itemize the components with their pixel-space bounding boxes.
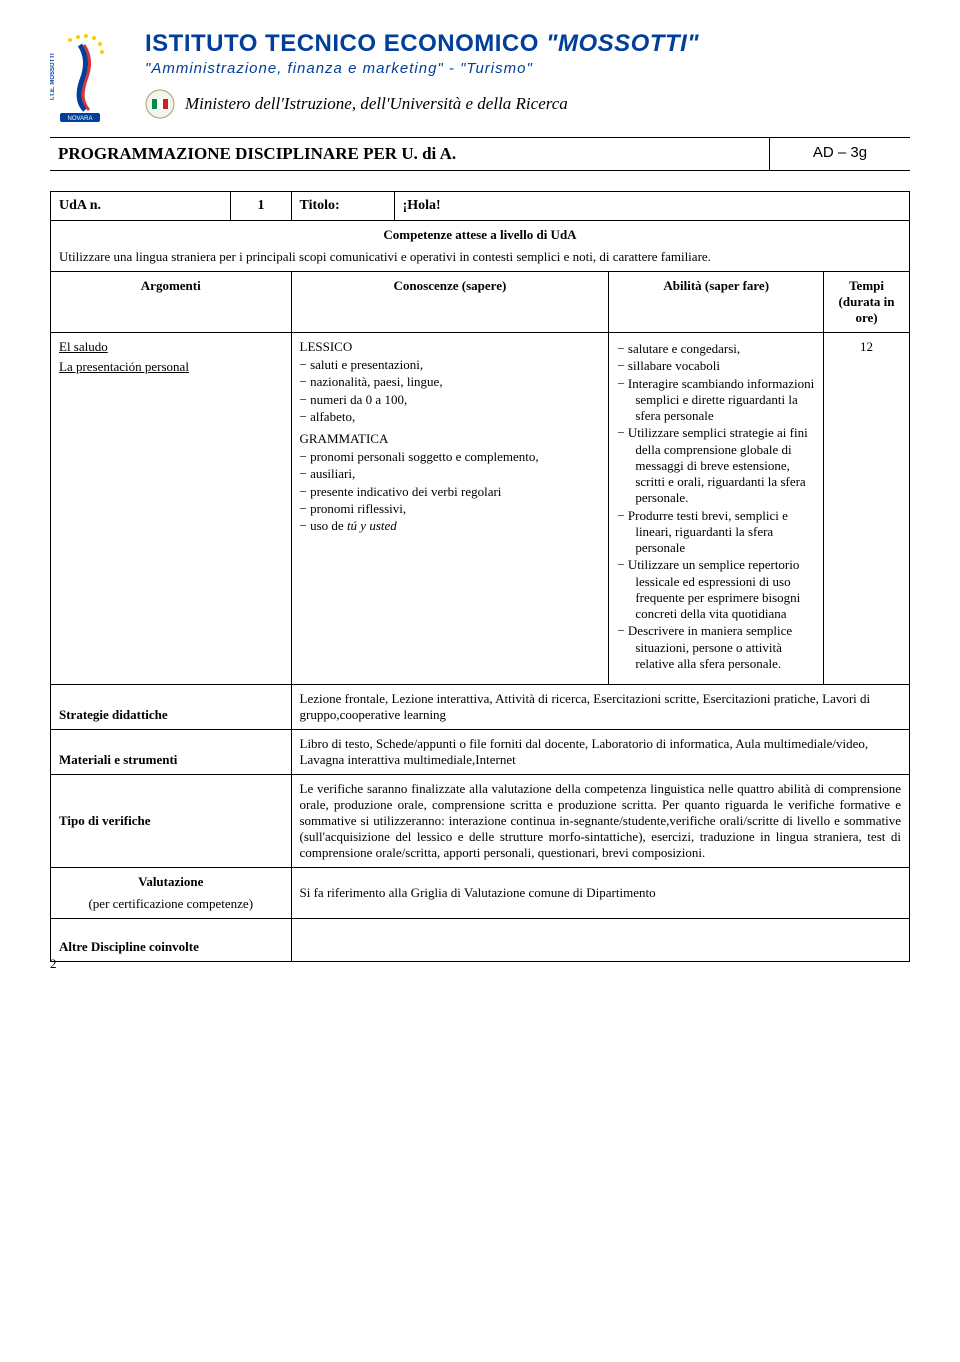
abilita-cell: salutare e congedarsi, sillabare vocabol…	[609, 333, 824, 685]
list-item: pronomi personali soggetto e complemento…	[318, 449, 601, 465]
list-item: Produrre testi brevi, semplici e lineari…	[635, 508, 815, 557]
list-item: salutare e congedarsi,	[635, 341, 815, 357]
program-title-row: PROGRAMMAZIONE DISCIPLINARE PER U. di A.…	[50, 137, 910, 171]
materiali-label: Materiali e strumenti	[51, 730, 292, 775]
list-item: Interagire scambiando informazioni sempl…	[635, 376, 815, 425]
col-tempi: Tempi (durata in ore)	[824, 272, 910, 333]
argomento-1: El saludo	[59, 339, 283, 355]
list-item: ausiliari,	[318, 466, 601, 482]
valutazione-text: Si fa riferimento alla Griglia di Valuta…	[291, 868, 910, 919]
program-code: AD – 3g	[770, 138, 910, 170]
svg-text:NOVARA: NOVARA	[68, 116, 93, 122]
materiali-text: Libro di testo, Schede/appunti o file fo…	[291, 730, 910, 775]
list-item: presente indicativo dei verbi regolari	[318, 484, 601, 500]
institution-name: ISTITUTO TECNICO ECONOMICO	[145, 30, 539, 57]
grammatica-list: pronomi personali soggetto e complemento…	[300, 449, 601, 534]
program-title: PROGRAMMAZIONE DISCIPLINARE PER U. di A.	[50, 138, 770, 170]
list-item: numeri da 0 a 100,	[318, 392, 601, 408]
emblem-icon	[145, 89, 175, 119]
page-number: 2	[50, 956, 57, 972]
abilita-list: salutare e congedarsi, sillabare vocabol…	[617, 341, 815, 672]
uda-n: 1	[231, 192, 291, 221]
uda-n-label: UdA n.	[51, 192, 231, 221]
competenze-text: Utilizzare una lingua straniera per i pr…	[59, 249, 901, 265]
institution-subtitle: "Amministrazione, finanza e marketing" -…	[145, 60, 910, 77]
list-item: Utilizzare semplici strategie ai fini de…	[635, 425, 815, 506]
ministero-line: Ministero dell'Istruzione, dell'Universi…	[185, 94, 568, 114]
verifiche-label: Tipo di verifiche	[51, 775, 292, 868]
uda-titolo: ¡Hola!	[394, 192, 909, 221]
col-abilita: Abilità (saper fare)	[609, 272, 824, 333]
competenze-header: Competenze attese a livello di UdA	[59, 227, 901, 243]
list-item: sillabare vocaboli	[635, 358, 815, 374]
institution-title: ISTITUTO TECNICO ECONOMICO "MOSSOTTI"	[145, 30, 910, 58]
valutazione-sub: (per certificazione competenze)	[59, 896, 283, 912]
col-argomenti: Argomenti	[51, 272, 292, 333]
list-item: pronomi riflessivi,	[318, 501, 601, 517]
svg-text:I.T.E. MOSSOTTI: I.T.E. MOSSOTTI	[50, 53, 56, 100]
list-item: saluti e presentazioni,	[318, 357, 601, 373]
valutazione-label: Valutazione	[59, 874, 283, 890]
altre-label: Altre Discipline coinvolte	[51, 919, 292, 962]
uda-titolo-label: Titolo:	[291, 192, 394, 221]
argomenti-cell: El saludo La presentación personal	[51, 333, 292, 685]
document-header: I.T.E. MOSSOTTI NOVARA ISTITUTO TECNICO …	[50, 30, 910, 129]
strategie-label: Strategie didattiche	[51, 685, 292, 730]
school-logo-icon: I.T.E. MOSSOTTI NOVARA	[50, 30, 110, 125]
list-item: uso de tú y usted	[318, 518, 601, 534]
lessico-label: LESSICO	[300, 339, 601, 355]
institution-suffix: "MOSSOTTI"	[546, 30, 699, 57]
list-item: Utilizzare un semplice repertorio lessic…	[635, 557, 815, 622]
grammatica-label: GRAMMATICA	[300, 431, 601, 447]
argomento-2: La presentación personal	[59, 359, 283, 375]
list-item: Descrivere in maniera semplice situazion…	[635, 623, 815, 672]
valutazione-cell: Valutazione (per certificazione competen…	[51, 868, 292, 919]
lessico-list: saluti e presentazioni, nazionalità, pae…	[300, 357, 601, 425]
list-item: nazionalità, paesi, lingue,	[318, 374, 601, 390]
list-item: alfabeto,	[318, 409, 601, 425]
competenze-cell: Competenze attese a livello di UdA Utili…	[51, 221, 910, 272]
conoscenze-cell: LESSICO saluti e presentazioni, nazional…	[291, 333, 609, 685]
altre-text	[291, 919, 910, 962]
logo-container: I.T.E. MOSSOTTI NOVARA	[50, 30, 130, 129]
verifiche-text: Le verifiche saranno finalizzate alla va…	[291, 775, 910, 868]
uda-table: UdA n. 1 Titolo: ¡Hola! Competenze attes…	[50, 191, 910, 962]
tempi-value: 12	[824, 333, 910, 685]
col-conoscenze: Conoscenze (sapere)	[291, 272, 609, 333]
strategie-text: Lezione frontale, Lezione interattiva, A…	[291, 685, 910, 730]
